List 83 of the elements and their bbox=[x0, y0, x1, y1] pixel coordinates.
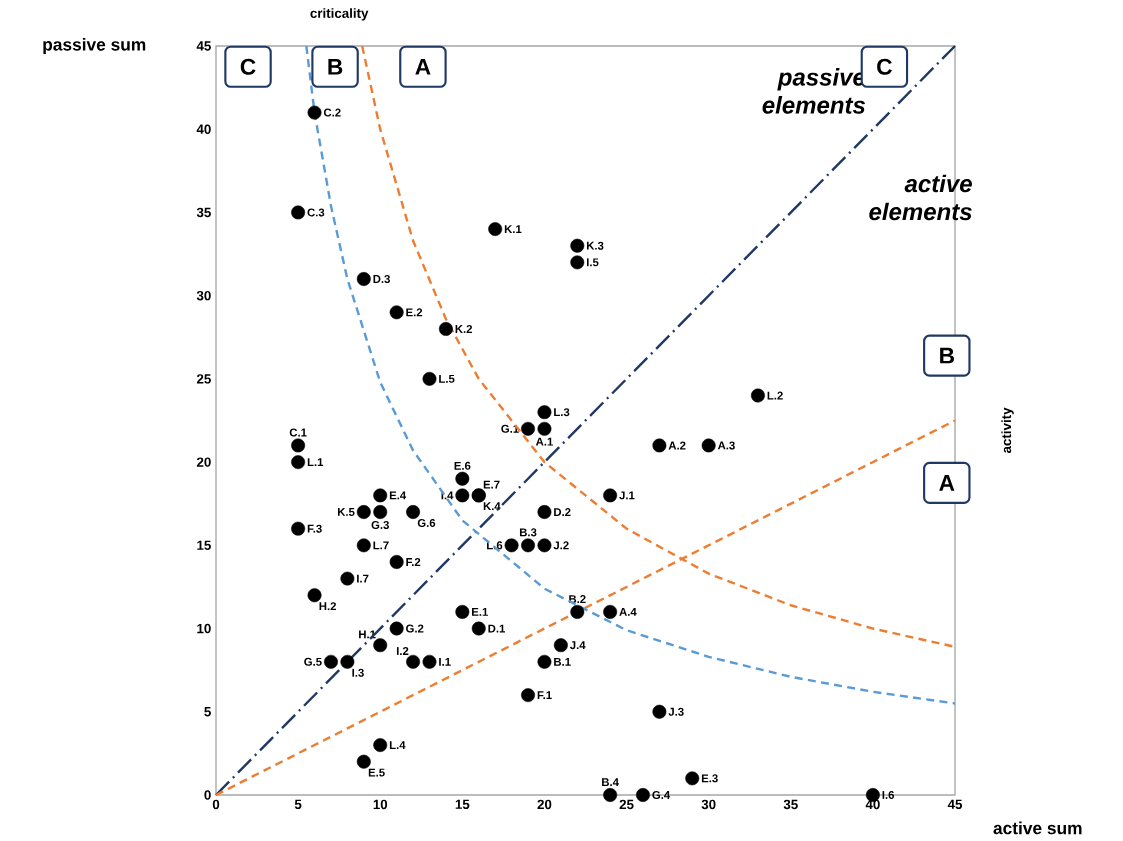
data-label: K.2 bbox=[455, 325, 473, 333]
data-label: E.5 bbox=[368, 768, 385, 777]
data-label: J.2 bbox=[553, 541, 569, 550]
y-tick-label: 35 bbox=[196, 207, 211, 218]
data-label: E.2 bbox=[406, 308, 423, 317]
data-label: A.2 bbox=[668, 441, 686, 450]
annotation: passive elements bbox=[762, 68, 866, 114]
x-axis-title: active sum bbox=[993, 821, 1082, 835]
data-label: L.7 bbox=[373, 541, 389, 550]
data-label: J.4 bbox=[569, 641, 586, 650]
data-label: J.3 bbox=[668, 707, 684, 716]
data-label: C.3 bbox=[307, 208, 325, 217]
x-tick-label: 30 bbox=[701, 799, 716, 810]
x-tick-label: 35 bbox=[783, 799, 798, 810]
y-axis-title: passive sum bbox=[43, 37, 146, 55]
data-label: L.3 bbox=[554, 408, 570, 417]
data-label: A.3 bbox=[717, 441, 735, 450]
text: criticality bbox=[310, 8, 369, 21]
data-label: L.6 bbox=[487, 541, 503, 550]
annotation: C bbox=[877, 58, 892, 75]
x-tick-label: 40 bbox=[865, 799, 880, 810]
data-label: C.1 bbox=[289, 428, 307, 437]
y-tick-label: 45 bbox=[196, 41, 211, 51]
data-label: L.4 bbox=[389, 741, 406, 749]
x-tick-label: 0 bbox=[212, 799, 220, 810]
data-label: E.3 bbox=[701, 774, 718, 783]
data-label: G.3 bbox=[371, 520, 389, 529]
data-label: A.4 bbox=[619, 608, 637, 616]
annotation: B bbox=[940, 347, 954, 364]
data-label: I.7 bbox=[357, 574, 369, 583]
data-label: E.1 bbox=[472, 608, 488, 616]
data-label: B.4 bbox=[602, 778, 619, 787]
annotation: A bbox=[415, 58, 431, 75]
data-label: D.3 bbox=[373, 275, 390, 284]
y-tick-label: 10 bbox=[197, 623, 211, 634]
data-label: K.4 bbox=[483, 502, 501, 511]
data-label: D.1 bbox=[488, 624, 506, 633]
data-label: I.5 bbox=[586, 258, 599, 267]
data-label: G.5 bbox=[304, 657, 322, 666]
data-label: F.2 bbox=[406, 558, 421, 566]
data-label: L.5 bbox=[439, 374, 455, 383]
data-label: B.1 bbox=[554, 657, 571, 666]
annotation: active elements bbox=[869, 174, 972, 221]
x-tick-label: 20 bbox=[537, 799, 552, 810]
data-label: B.3 bbox=[519, 528, 537, 537]
annotation: A bbox=[939, 475, 955, 491]
y-tick-label: 20 bbox=[196, 457, 211, 467]
data-label: G.6 bbox=[417, 518, 436, 527]
data-label: G.2 bbox=[406, 624, 424, 633]
data-label: L.1 bbox=[307, 458, 324, 466]
data-label: C.2 bbox=[323, 108, 341, 117]
data-label: A.1 bbox=[535, 437, 553, 446]
annotation: C bbox=[240, 58, 256, 75]
x-tick-label: 5 bbox=[294, 799, 302, 809]
data-label: H.2 bbox=[319, 602, 336, 611]
data-label: K.5 bbox=[337, 508, 355, 516]
data-label: I.2 bbox=[396, 646, 409, 655]
data-label: L.2 bbox=[767, 391, 783, 400]
data-label: F.1 bbox=[537, 691, 552, 700]
y-tick-label: 25 bbox=[196, 374, 211, 384]
data-label: E.4 bbox=[389, 491, 407, 500]
y-tick-label: 30 bbox=[196, 290, 211, 301]
data-label: D.2 bbox=[554, 508, 571, 516]
data-label: E.7 bbox=[483, 480, 500, 489]
x-tick-label: 45 bbox=[947, 799, 963, 809]
data-label: K.3 bbox=[586, 241, 604, 250]
data-label: K.1 bbox=[504, 225, 522, 233]
data-label: I.1 bbox=[439, 657, 451, 666]
data-label: I.6 bbox=[882, 790, 895, 799]
data-label: G.4 bbox=[652, 790, 671, 799]
x-tick-label: 15 bbox=[455, 799, 470, 809]
data-label: E.6 bbox=[454, 461, 471, 470]
y-tick-label: 5 bbox=[204, 707, 211, 717]
y-tick-label: 0 bbox=[204, 790, 211, 800]
data-label: I.3 bbox=[352, 668, 364, 677]
annotation: B bbox=[328, 58, 343, 75]
data-label: F.3 bbox=[307, 524, 322, 533]
data-label: J.1 bbox=[619, 491, 635, 500]
x-tick-label: 10 bbox=[373, 799, 388, 810]
y-tick-label: 40 bbox=[196, 124, 211, 134]
y-tick-label: 15 bbox=[197, 540, 211, 550]
x-tick-label: 25 bbox=[619, 799, 634, 810]
text: activity bbox=[1001, 407, 1014, 454]
